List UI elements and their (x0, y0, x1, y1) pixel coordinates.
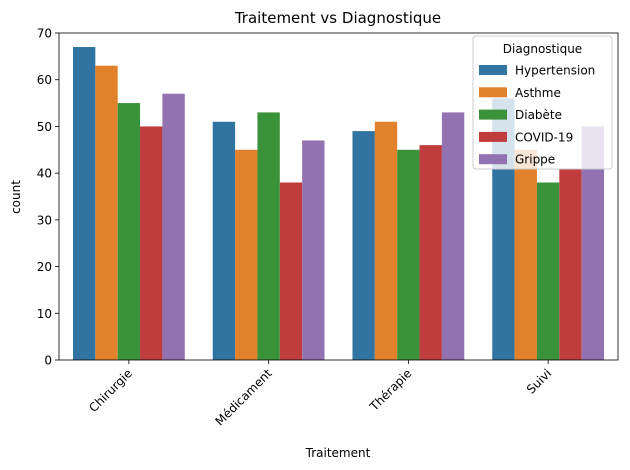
legend-item-label: Diabète (515, 108, 562, 122)
bar-asthme-1 (235, 149, 258, 360)
legend-swatch (479, 131, 507, 142)
bar-diab-te-3 (536, 182, 560, 360)
bar-asthme-0 (95, 65, 118, 360)
y-tick-label: 30 (37, 213, 52, 227)
bar-covid-19-3 (559, 168, 582, 360)
legend-item-label: Asthme (515, 86, 561, 100)
y-tick-label: 20 (37, 260, 52, 274)
chart-title: Traitement vs Diagnostique (234, 9, 441, 27)
x-axis-label: Traitement (305, 446, 371, 460)
bar-covid-19-2 (419, 145, 442, 360)
x-tick-label: Suivi (524, 366, 554, 396)
y-tick-label: 40 (37, 167, 52, 181)
bar-asthme-3 (514, 149, 537, 360)
bar-diab-te-0 (117, 103, 141, 361)
y-axis-label: count (9, 180, 23, 214)
legend-item-label: COVID-19 (515, 130, 573, 144)
legend-box (472, 35, 613, 170)
bar-covid-19-0 (140, 126, 163, 360)
bar-hypertension-2 (352, 131, 375, 360)
legend-swatch (479, 87, 507, 98)
legend-swatch (479, 65, 507, 75)
bar-hypertension-0 (72, 47, 96, 361)
y-tick-label: 50 (37, 120, 52, 134)
plot-area: 0 10 20 30 40 50 60 70 Chirurgie Médicament Thérap… (37, 27, 619, 428)
x-tick-label: Médicament (212, 366, 274, 428)
y-tick-label: 70 (37, 27, 52, 41)
bar-grippe-1 (302, 140, 325, 360)
x-tick-label: Chirurgie (86, 366, 135, 415)
y-tick-label: 0 (44, 354, 52, 368)
bar-grippe-2 (441, 112, 465, 361)
bar-asthme-2 (374, 121, 398, 360)
bar-hypertension-1 (212, 121, 236, 360)
bar-diab-te-1 (257, 112, 280, 361)
legend-swatch (479, 154, 507, 165)
bar-covid-19-1 (279, 182, 303, 360)
bar-diab-te-2 (397, 149, 420, 360)
y-tick-label: 10 (37, 307, 52, 321)
bar-grippe-0 (162, 93, 185, 360)
x-tick-label: Thérapie (366, 366, 414, 414)
bar-grippe-3 (581, 126, 605, 360)
legend-item-label: Grippe (515, 153, 555, 167)
y-tick-label: 60 (37, 73, 52, 87)
axes-frame (58, 32, 619, 361)
legend-title: Diagnostique (503, 42, 582, 56)
legend-item-label: Hypertension (515, 64, 595, 78)
legend-swatch (479, 109, 507, 120)
